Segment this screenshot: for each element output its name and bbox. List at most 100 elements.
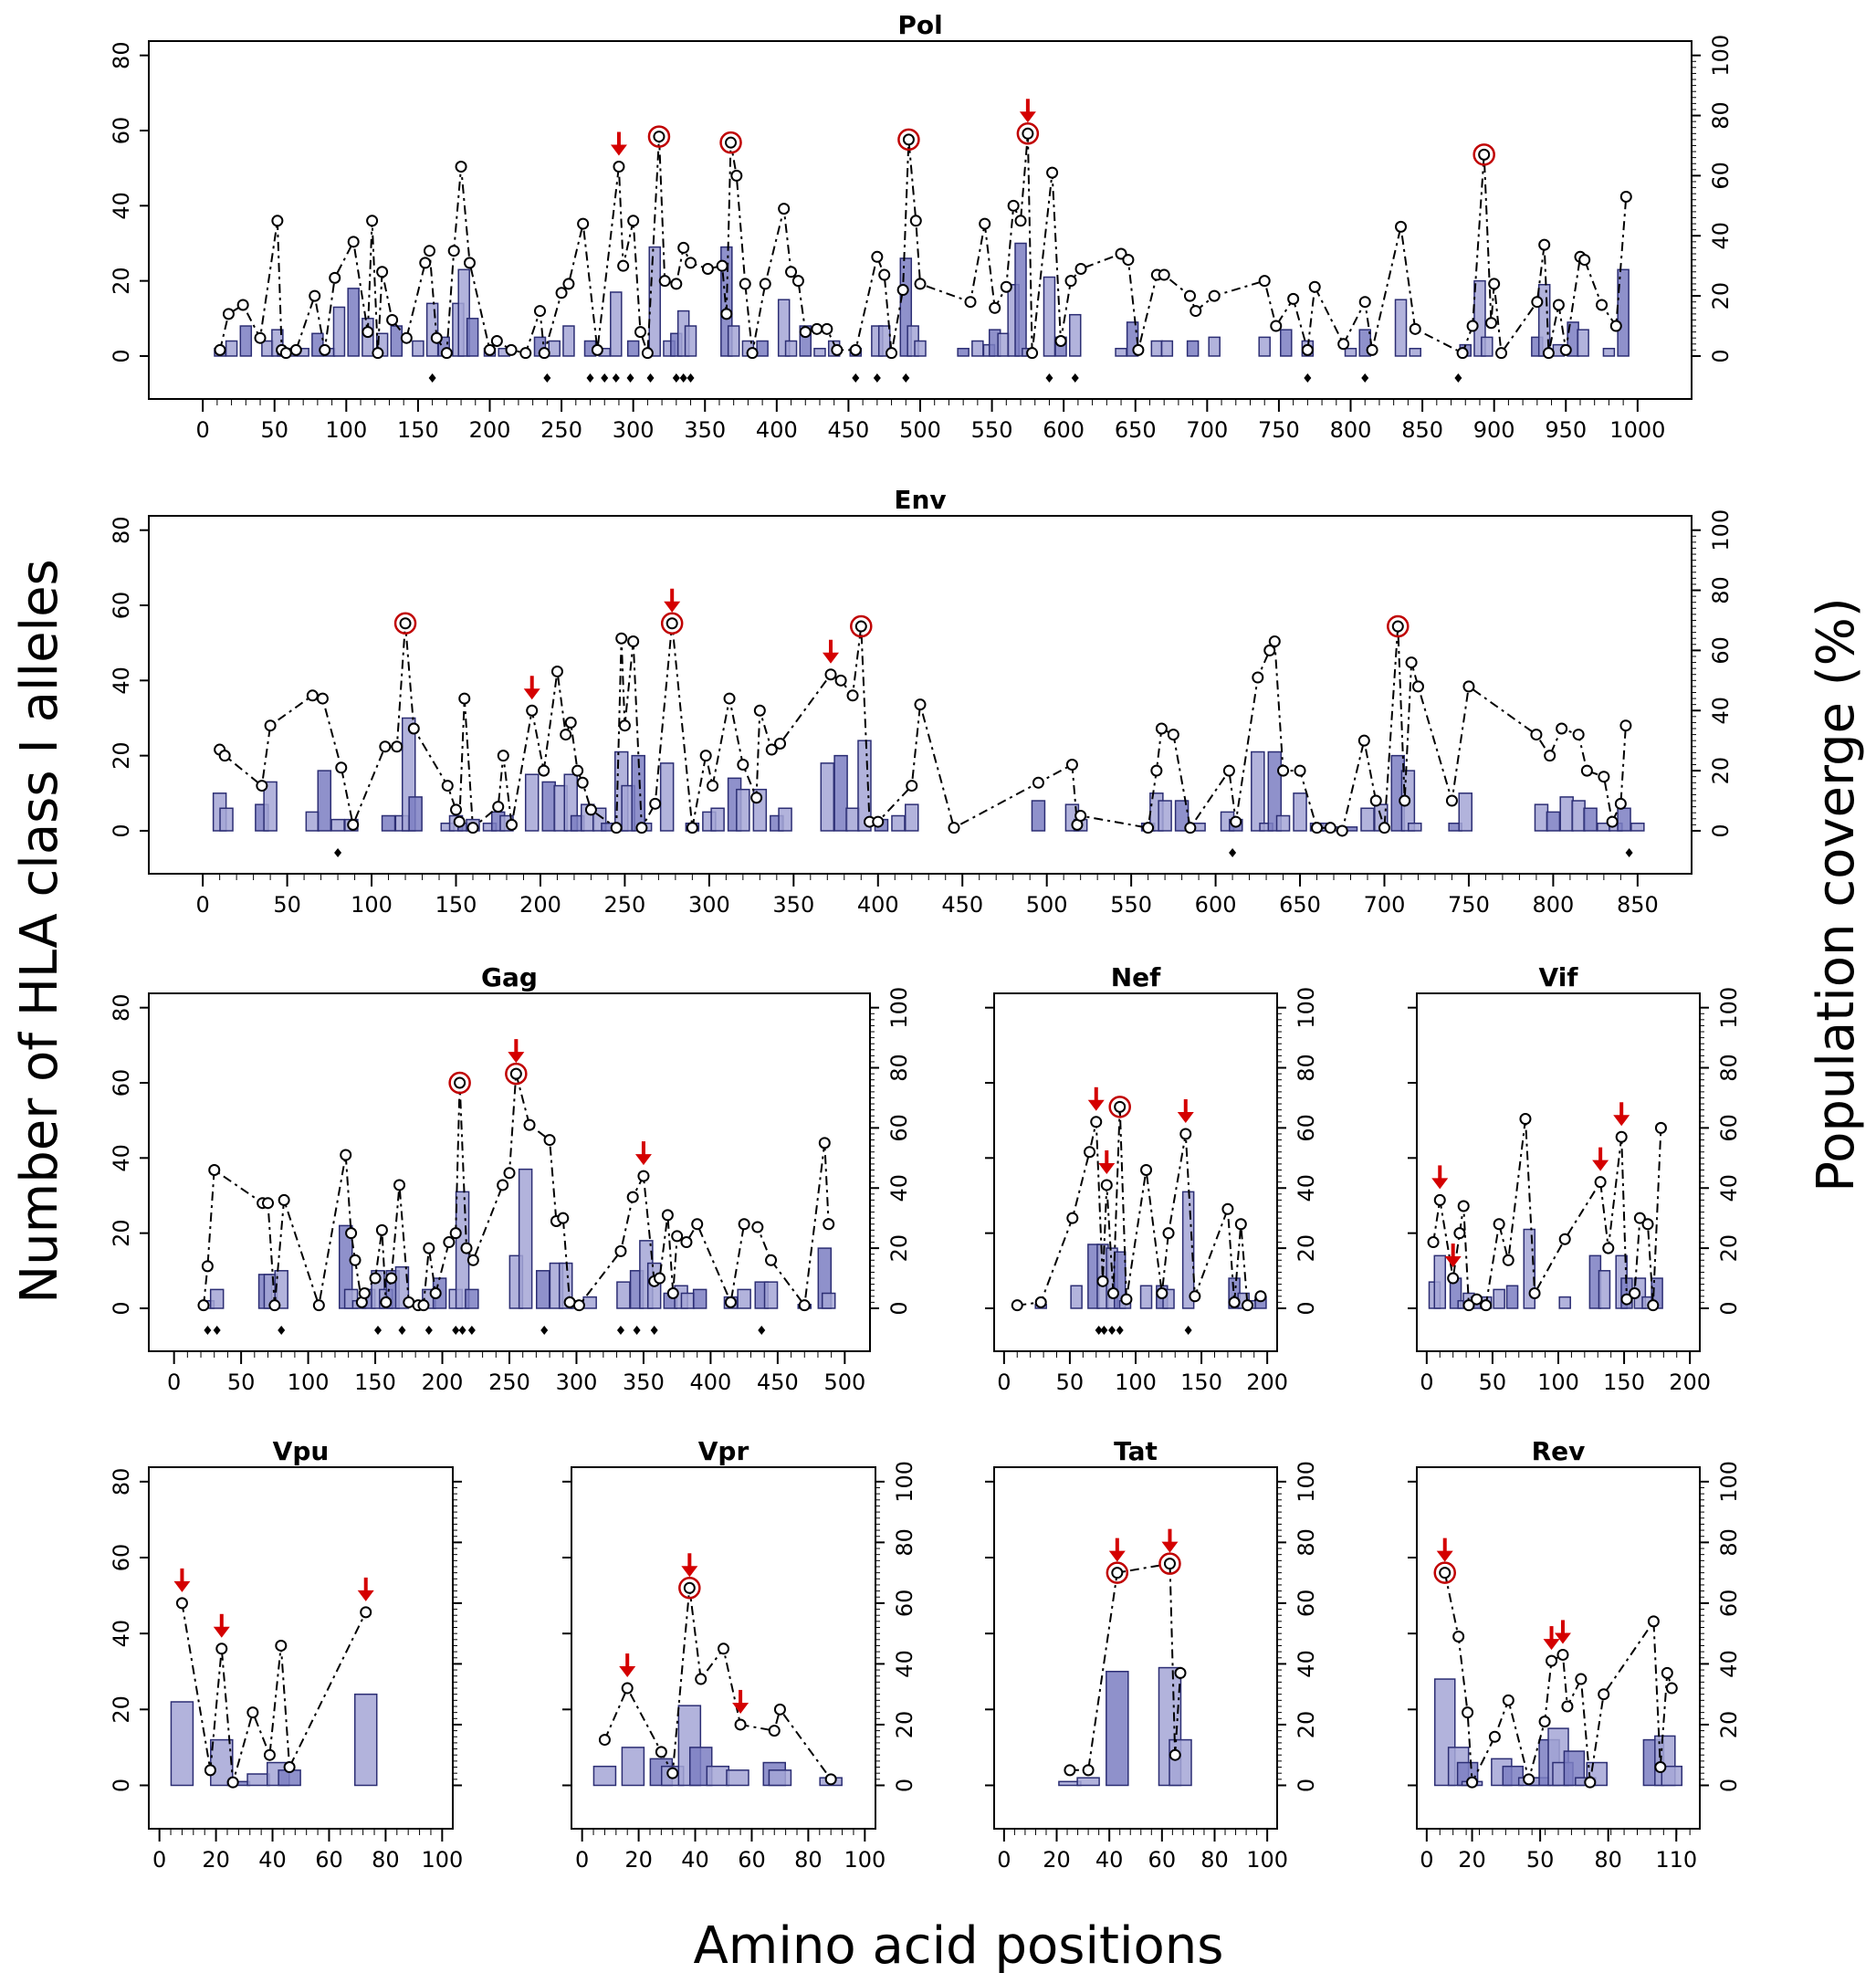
coverage-point <box>661 1209 674 1222</box>
coverage-point <box>1606 815 1619 828</box>
highlight-circle <box>393 612 417 635</box>
coverage-point <box>1462 680 1475 693</box>
coverage-line <box>1432 1118 1662 1307</box>
coverage-point <box>1619 190 1632 203</box>
bar <box>784 340 798 357</box>
y-right-tick-label: 20 <box>1716 1234 1742 1263</box>
coverage-point <box>1254 1290 1267 1303</box>
coverage-point <box>1615 1130 1628 1143</box>
x-tick-label: 40 <box>681 1847 709 1873</box>
coverage-point <box>429 1286 442 1299</box>
bar <box>518 1168 533 1309</box>
bar <box>1344 347 1357 357</box>
bar <box>821 1292 836 1309</box>
coverage-point <box>1530 729 1543 741</box>
y-right-tick-label: 0 <box>1294 1779 1319 1792</box>
x-tick-label: 850 <box>1401 417 1443 443</box>
bar <box>763 1281 779 1309</box>
arrow-head <box>213 1626 230 1638</box>
coverage-point <box>1357 734 1370 747</box>
x-tick-label: 20 <box>1043 1847 1071 1873</box>
x-tick-label: 150 <box>435 892 477 918</box>
coverage-point <box>443 1236 456 1249</box>
coverage-point <box>725 136 738 149</box>
coverage-point <box>419 257 432 269</box>
diamond-marker <box>1625 847 1633 857</box>
x-tick-label: 300 <box>556 1370 598 1395</box>
y-right-tick-label: 0 <box>1708 824 1734 837</box>
coverage-point <box>750 792 763 804</box>
coverage-point <box>393 1179 406 1191</box>
arrow-head <box>1554 1632 1571 1644</box>
arrow-head <box>1161 1541 1179 1553</box>
x-tick-label: 650 <box>1115 417 1157 443</box>
y-right-tick-label: 60 <box>892 1590 917 1618</box>
diamond-marker <box>758 1325 766 1335</box>
x-tick-label: 200 <box>519 892 561 918</box>
coverage-point <box>538 764 550 777</box>
bar <box>1394 299 1408 357</box>
coverage-point <box>831 343 844 356</box>
highlight-circle <box>678 1577 701 1600</box>
y-left-tick-label: 60 <box>109 1069 134 1097</box>
x-tick-label: 600 <box>1043 417 1085 443</box>
x-tick-label: 150 <box>1603 1370 1645 1395</box>
diamond-marker <box>902 373 910 383</box>
coverage-point <box>503 1167 516 1180</box>
arrow-head <box>1543 1639 1560 1651</box>
bar <box>274 1270 288 1309</box>
y-right-tick-label: 0 <box>1708 349 1734 362</box>
coverage-point <box>347 818 360 831</box>
coverage-point <box>655 1746 667 1758</box>
coverage-point <box>1007 199 1020 212</box>
coverage-point <box>1596 299 1609 311</box>
y-right-tick-label: 0 <box>1716 1779 1742 1792</box>
coverage-point <box>734 1718 747 1731</box>
coverage-point <box>821 322 833 335</box>
x-tick-label: 0 <box>167 1370 181 1395</box>
arrow-head <box>1108 1550 1126 1562</box>
diamond-marker <box>428 373 436 383</box>
bar <box>1251 750 1265 832</box>
coverage-point <box>490 334 503 347</box>
coverage-point <box>1411 680 1424 693</box>
bar <box>592 1765 617 1787</box>
coverage-point <box>635 822 648 834</box>
coverage-point <box>1046 166 1059 179</box>
coverage-point <box>1252 671 1264 684</box>
coverage-point <box>555 287 568 299</box>
coverage-point <box>1552 299 1565 311</box>
coverage-point <box>226 1776 239 1789</box>
arrow-head <box>732 1702 749 1714</box>
coverage-point <box>1270 320 1283 332</box>
coverage-point <box>1189 1290 1201 1303</box>
coverage-point <box>785 266 798 278</box>
panel-title: Rev <box>1532 1436 1586 1466</box>
x-tick-label: 450 <box>941 892 983 918</box>
coverage-point <box>723 692 736 705</box>
x-tick-label: 50 <box>260 417 288 443</box>
x-tick-label: 300 <box>688 892 730 918</box>
y-right-tick-label: 60 <box>1708 162 1734 190</box>
bar <box>616 1281 631 1309</box>
y-right-tick-label: 100 <box>886 987 912 1029</box>
x-tick-label: 0 <box>575 1847 589 1873</box>
coverage-point <box>430 331 443 344</box>
x-tick-label: 400 <box>756 417 798 443</box>
bar <box>408 796 423 832</box>
coverage-point <box>577 217 590 230</box>
diamond-marker <box>650 1325 658 1335</box>
x-tick-label: 100 <box>325 417 367 443</box>
coverage-point <box>349 1254 362 1266</box>
y-right-tick-label: 40 <box>1708 697 1734 725</box>
y-right-tick-label: 60 <box>1294 1114 1319 1142</box>
diamond-marker <box>646 373 655 383</box>
bar <box>1043 276 1056 357</box>
coverage-point <box>818 1137 831 1149</box>
y-right-tick-label: 60 <box>886 1114 912 1142</box>
coverage-point <box>671 1230 684 1243</box>
highlight-circle <box>505 1062 528 1086</box>
coverage-point <box>1542 347 1555 360</box>
coverage-point <box>1242 1299 1254 1312</box>
